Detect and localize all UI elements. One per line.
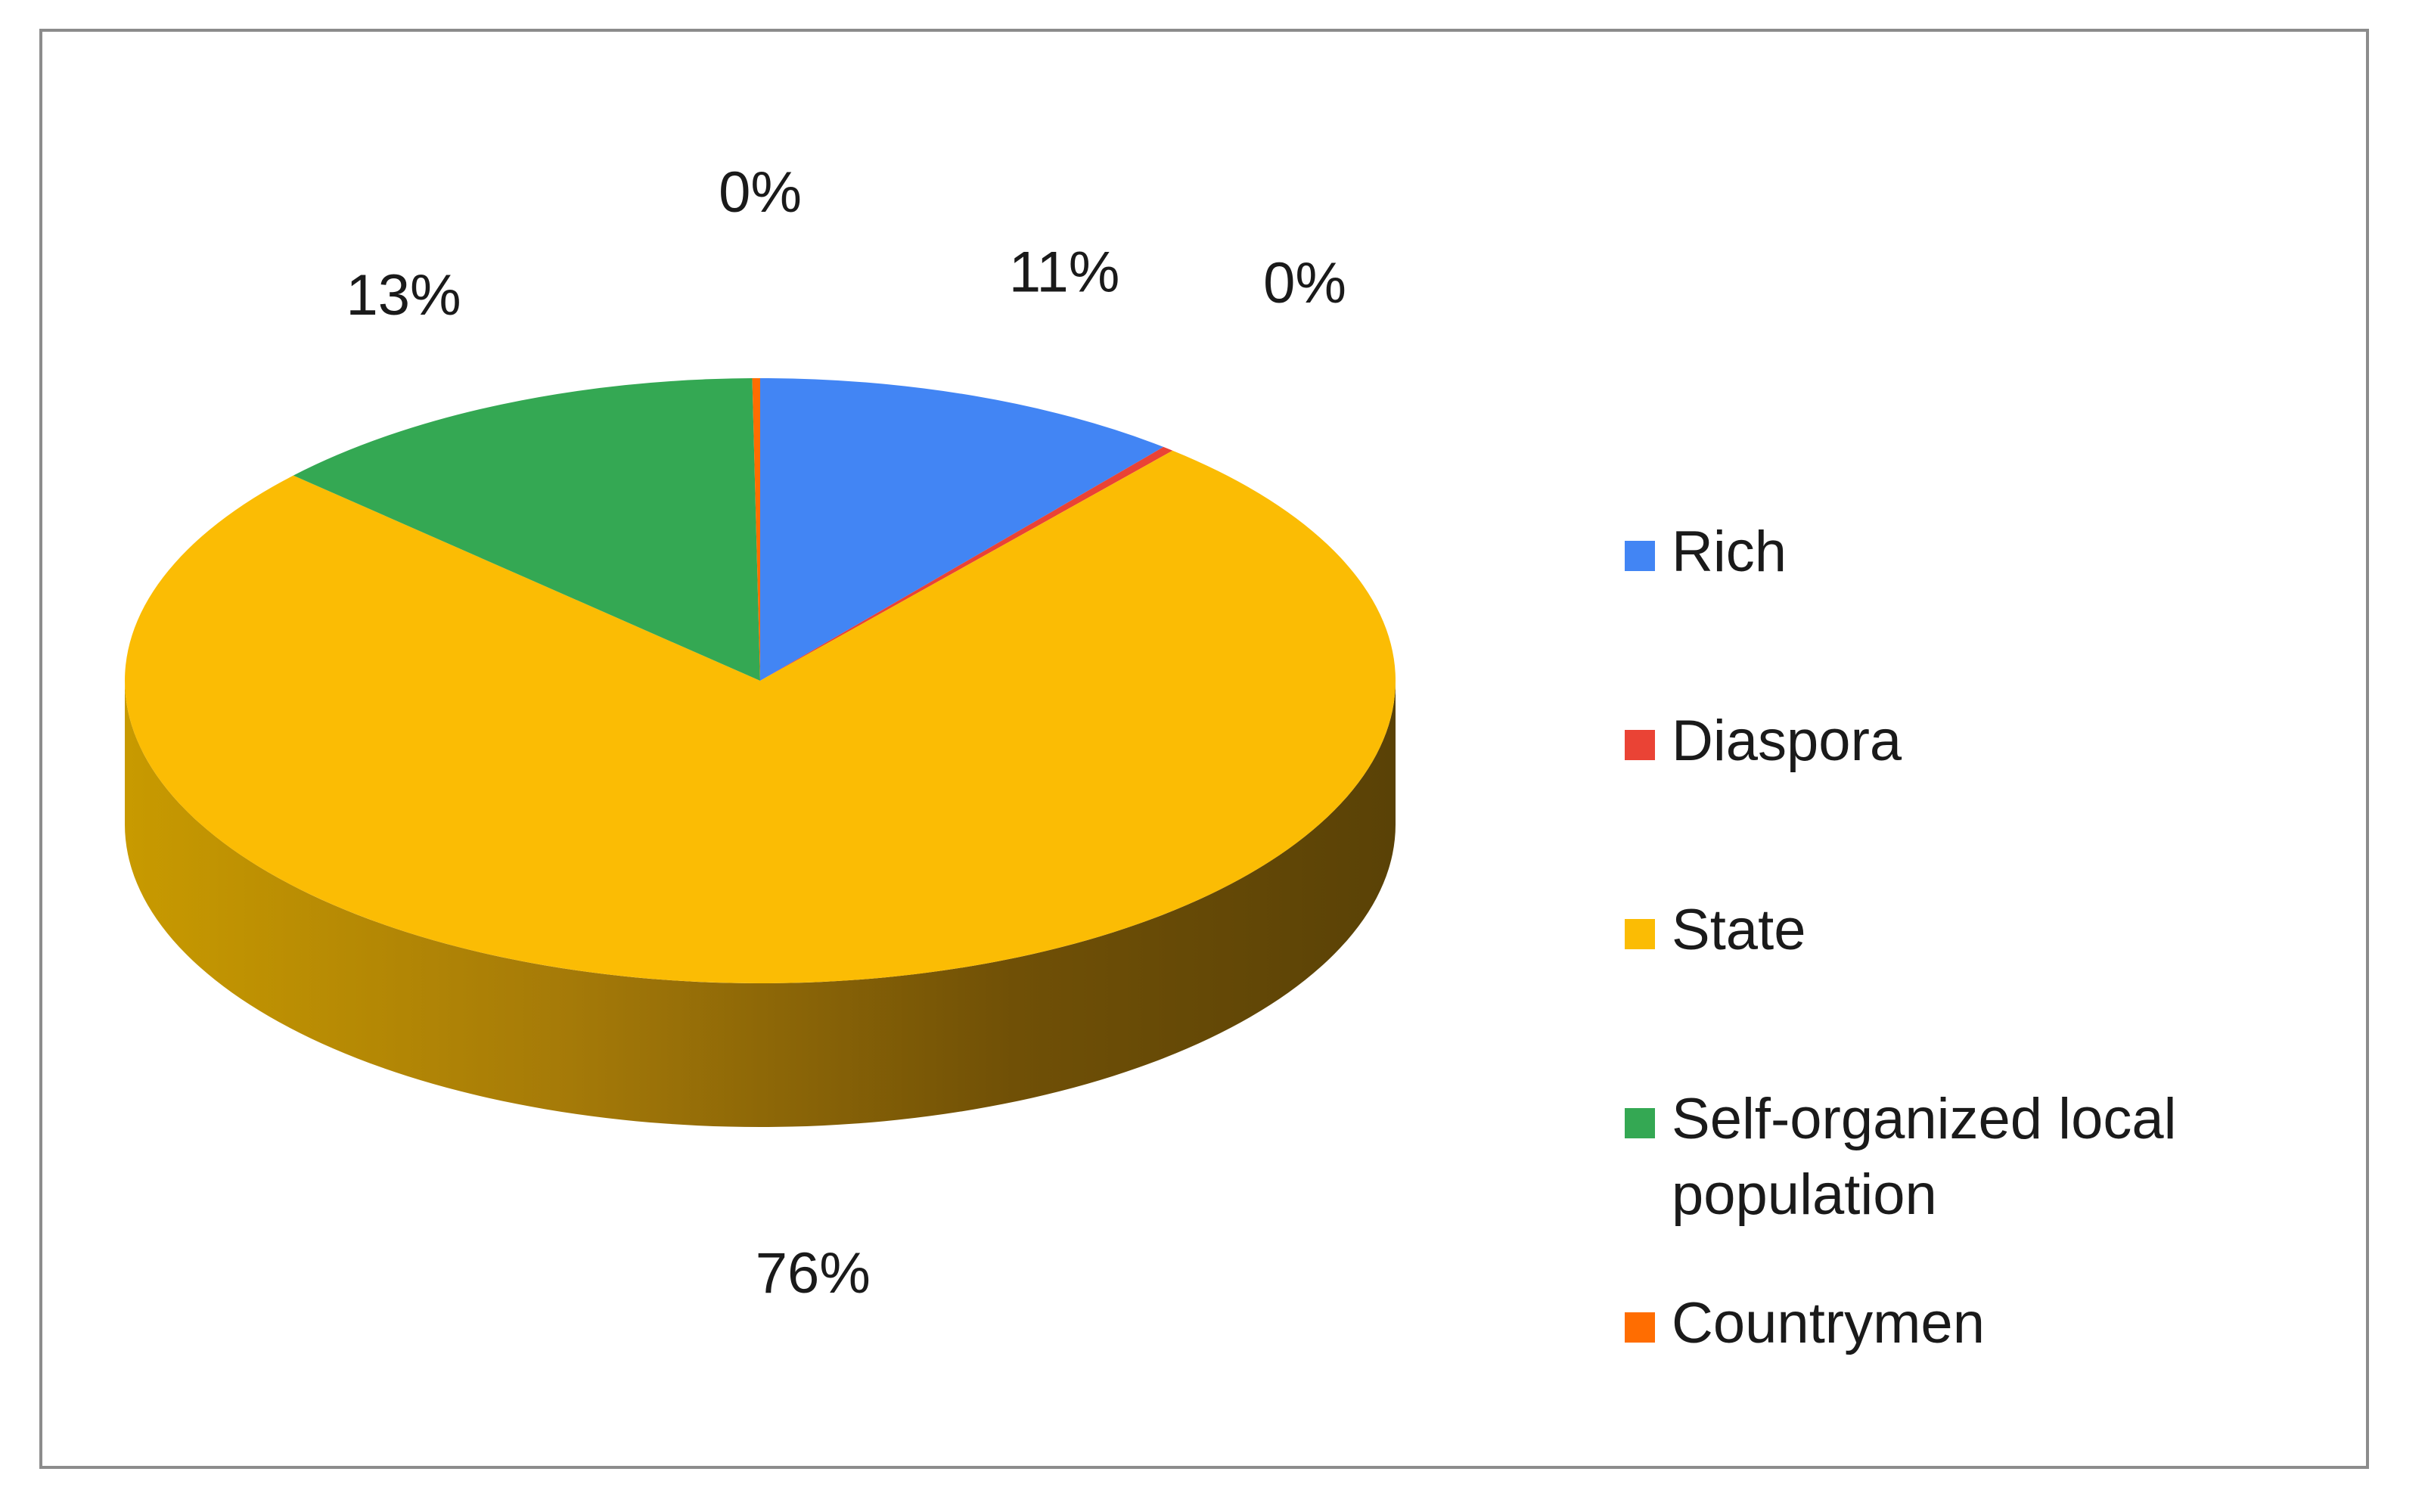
pie-slice-self-organized-local-population [293, 378, 761, 681]
legend-item-countrymen: Countrymen [1625, 1291, 1985, 1355]
legend-item-state: State [1625, 898, 1805, 962]
legend-swatch-countrymen [1625, 1312, 1655, 1343]
data-label-state: 76% [756, 1241, 871, 1306]
legend-swatch-diaspora [1625, 730, 1655, 760]
legend-label-self-organized-local-population: Self-organized local [1672, 1087, 2177, 1151]
data-label-rich: 11% [1009, 240, 1119, 304]
legend-label-countrymen: Countrymen [1672, 1291, 1985, 1355]
pie-slice-diaspora [760, 446, 1173, 681]
data-label-diaspora: 0% [1263, 251, 1346, 315]
pie-slice-countrymen [752, 378, 760, 681]
legend: Rich Diaspora State Self-organized local pop… [1625, 520, 2177, 1355]
legend-item-rich: Rich [1625, 520, 1787, 584]
data-label-countrymen: 0% [719, 160, 802, 225]
legend-swatch-rich [1625, 541, 1655, 571]
legend-label-self-organized-local-population-line-2: population [1672, 1163, 1937, 1227]
pie-side-state [125, 681, 1396, 1127]
legend-label-diaspora: Diaspora [1672, 709, 1902, 773]
legend-item-diaspora: Diaspora [1625, 709, 1902, 773]
legend-swatch-self-organized-local-population [1625, 1108, 1655, 1138]
legend-item-self-organized-local-population: Self-organized local population [1625, 1087, 2177, 1227]
pie-data-labels: 11% 0% 76% 13% 0% [346, 160, 1346, 1306]
pie-top-face [124, 378, 1396, 983]
pie-side-wall [125, 681, 1396, 1127]
legend-swatch-state [1625, 919, 1655, 949]
pie-slice-rich [760, 378, 1164, 681]
legend-label-rich: Rich [1672, 520, 1787, 584]
pie-slice-state [124, 450, 1396, 983]
legend-label-state: State [1672, 898, 1805, 962]
data-label-self-organized-local-population: 13% [346, 263, 461, 328]
